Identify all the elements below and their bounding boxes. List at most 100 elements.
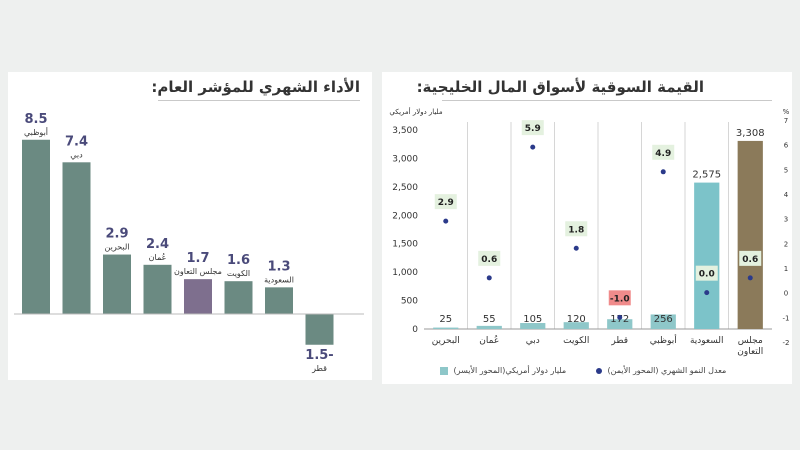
left-panel: الأداء الشهري للمؤشر العام: 8.5 أبوظبي 7.4… xyxy=(8,72,372,380)
market-category-label: أبوظبي xyxy=(650,334,677,346)
growth-dot xyxy=(617,314,623,320)
growth-dot xyxy=(747,275,753,281)
legend-bar-item: مليار دولار أمريكي(المحور الأيسر) xyxy=(440,366,566,375)
left-bar-category: أبوظبي xyxy=(24,127,48,137)
left-bar xyxy=(265,287,293,314)
left-bar-category: مجلس التعاون xyxy=(174,267,222,276)
left-axis-tick: 2,000 xyxy=(392,211,418,221)
market-bar xyxy=(607,319,633,329)
right-axis-tick: 7 xyxy=(784,117,788,125)
left-axis-label: مليار دولار أمريكي xyxy=(389,107,442,116)
growth-label-box xyxy=(434,194,457,210)
market-category-label: قطر xyxy=(610,336,628,346)
right-axis-tick: 2 xyxy=(784,240,788,248)
left-bar-category: السعودية xyxy=(264,275,294,284)
legend-dot-label: معدل النمو الشهري (المحور الأيمن) xyxy=(607,366,727,375)
growth-value: 2.9 xyxy=(438,198,454,208)
market-bar-value: 55 xyxy=(483,314,496,325)
left-axis-tick: 1,000 xyxy=(392,268,418,278)
left-title-underline xyxy=(158,100,360,101)
left-bar-value: 8.5 xyxy=(24,112,47,127)
market-bar xyxy=(476,325,502,329)
market-category-label: التعاون xyxy=(737,347,763,357)
growth-value: 0.6 xyxy=(742,255,758,265)
market-bar-value: 256 xyxy=(654,314,673,325)
legend-bar-swatch xyxy=(440,366,448,375)
growth-label-box xyxy=(739,250,762,266)
right-axis-tick: -1 xyxy=(783,314,790,322)
left-bar xyxy=(184,279,212,314)
right-axis-tick: 5 xyxy=(784,166,788,174)
growth-dot xyxy=(704,290,710,296)
left-bar-value: 1.5- xyxy=(305,348,333,363)
growth-value: 0.6 xyxy=(481,255,497,265)
market-bar-value: 3,308 xyxy=(736,128,765,139)
left-axis-tick: 1,500 xyxy=(392,240,418,250)
market-bar-value: 120 xyxy=(567,314,586,325)
growth-value: 0.0 xyxy=(699,270,715,280)
left-bar-value: 2.9 xyxy=(105,227,128,242)
market-bar xyxy=(737,140,763,329)
growth-dot xyxy=(443,218,449,224)
growth-value: 4.9 xyxy=(655,149,671,159)
growth-dot xyxy=(573,245,579,251)
growth-value: 1.8 xyxy=(568,225,584,235)
market-category-label: دبي xyxy=(526,336,540,346)
left-bar-category: البحرين xyxy=(105,243,130,252)
growth-label-box xyxy=(478,250,501,266)
market-category-label: عُمان xyxy=(479,335,499,346)
left-axis-tick: 3,500 xyxy=(392,126,418,136)
right-title-underline xyxy=(442,100,772,101)
left-bar-value: 1.6 xyxy=(227,253,250,268)
right-axis-tick: 4 xyxy=(784,191,789,199)
growth-value: 5.9 xyxy=(525,124,541,134)
right-panel: القيمة السوقية لأسواق المال الخليجية: مل… xyxy=(382,72,792,384)
growth-label-box xyxy=(695,265,718,281)
left-bar-value: 7.4 xyxy=(65,134,88,149)
growth-dot xyxy=(660,169,666,175)
market-bar xyxy=(520,323,546,329)
right-axis-label: % xyxy=(783,108,790,116)
growth-value: -1.0 xyxy=(610,294,630,304)
market-category-label: البحرين xyxy=(432,336,460,346)
left-bar xyxy=(103,254,131,314)
left-bar-value: 1.7 xyxy=(186,251,209,266)
right-axis-tick: 0 xyxy=(784,290,788,298)
left-bar-value: 2.4 xyxy=(146,237,169,252)
legend-dot-item: معدل النمو الشهري (المحور الأيمن) xyxy=(596,366,726,375)
left-bar-category: الكويت xyxy=(227,269,250,278)
right-axis-tick: 6 xyxy=(784,142,789,150)
left-axis-tick: 500 xyxy=(401,297,418,307)
left-bar-category: دبي xyxy=(70,150,83,159)
right-chart-title: القيمة السوقية لأسواق المال الخليجية: xyxy=(416,78,704,96)
left-bar xyxy=(62,162,91,314)
legend-bar-label: مليار دولار أمريكي(المحور الأيسر) xyxy=(453,366,567,375)
left-chart-title: الأداء الشهري للمؤشر العام: xyxy=(151,78,360,96)
right-axis-tick: 1 xyxy=(784,265,788,273)
market-bar-value: 2,575 xyxy=(692,170,721,181)
right-chart-svg: مليار دولار أمريكي % 0 500 1,000 1,500 2,000 2,… xyxy=(389,107,790,357)
market-category-label: السعودية xyxy=(690,336,724,346)
market-category-label: مجلس xyxy=(738,336,763,346)
market-bar-value: 105 xyxy=(523,314,542,325)
left-bar xyxy=(22,139,50,314)
market-bar xyxy=(650,314,676,329)
market-bar xyxy=(433,327,459,329)
left-axis-tick: 3,000 xyxy=(392,154,418,164)
growth-label-box xyxy=(521,120,544,136)
growth-label-box xyxy=(608,290,631,306)
market-category-label: الكويت xyxy=(563,336,589,346)
right-axis-tick: -2 xyxy=(783,339,790,347)
market-bar-value: 25 xyxy=(439,314,452,325)
left-bar-value: 1.3 xyxy=(267,259,290,274)
left-bar xyxy=(224,281,253,314)
left-bar-category: قطر xyxy=(311,364,327,373)
left-axis-tick: 2,500 xyxy=(392,183,418,193)
growth-label-box xyxy=(652,144,675,160)
market-bar xyxy=(694,182,720,329)
right-axis-tick: 3 xyxy=(784,216,788,224)
left-axis-tick: 0 xyxy=(412,325,418,335)
market-bar xyxy=(563,322,589,329)
legend-dot-swatch xyxy=(596,367,602,374)
